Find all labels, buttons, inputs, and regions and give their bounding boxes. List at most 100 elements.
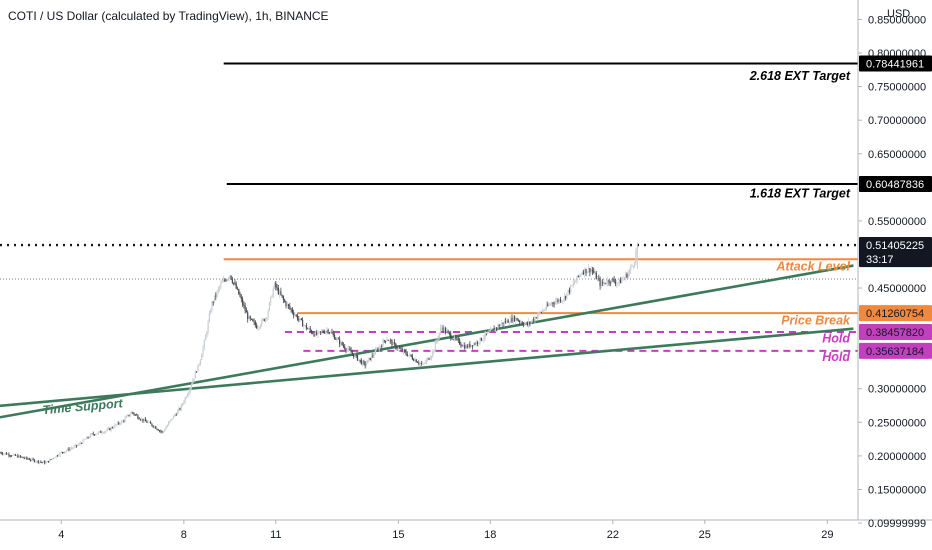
- candle-body: [567, 289, 569, 294]
- candle-body: [585, 268, 587, 274]
- candle-body: [448, 331, 451, 334]
- candle-body: [111, 427, 113, 429]
- price-badge-4[interactable]: [859, 323, 932, 340]
- candle-body: [400, 348, 402, 350]
- candle-body: [158, 430, 161, 432]
- candle-body: [367, 359, 369, 364]
- candle-body: [492, 328, 494, 330]
- candle-body: [249, 316, 251, 319]
- candle-body: [275, 282, 277, 288]
- candle-body: [550, 302, 553, 305]
- annotation-2[interactable]: Attack Level: [775, 260, 850, 274]
- candle-body: [519, 320, 521, 323]
- candle-body: [406, 354, 408, 356]
- candle-body: [507, 320, 509, 323]
- candle-body: [475, 341, 477, 345]
- price-badge-0[interactable]: [859, 55, 932, 72]
- candle-body: [347, 348, 350, 350]
- price-badge-3[interactable]: [859, 305, 932, 322]
- candle-body: [95, 434, 97, 435]
- candle-body: [635, 252, 637, 263]
- candle-body: [175, 414, 177, 416]
- candle-body: [522, 323, 525, 325]
- trendline-1[interactable]: [0, 327, 854, 408]
- candle-body: [618, 279, 620, 283]
- candle-body: [286, 304, 288, 306]
- candle-body: [204, 336, 207, 341]
- annotation-3[interactable]: Price Break: [781, 313, 851, 327]
- candle-body: [374, 349, 376, 355]
- last-price-badge[interactable]: [859, 237, 932, 268]
- candle-body: [561, 300, 563, 302]
- candle-body: [91, 433, 93, 435]
- candle-body: [605, 283, 608, 285]
- candle-body: [359, 359, 361, 361]
- candle-body: [392, 341, 394, 346]
- candle-body: [142, 418, 144, 422]
- candle-body: [227, 278, 230, 279]
- candle-body: [38, 461, 41, 463]
- candle-body: [632, 265, 634, 267]
- candle-body: [70, 448, 73, 449]
- annotation-5[interactable]: Hold: [822, 350, 850, 364]
- annotation-4[interactable]: Hold: [822, 331, 850, 345]
- candle-body: [471, 345, 474, 347]
- candle-body: [508, 322, 511, 324]
- candle-body: [438, 333, 440, 339]
- candle-body: [476, 341, 479, 344]
- candle-body: [444, 328, 447, 333]
- price-axis-ticks[interactable]: 0.850000000.800000000.750000000.70000000…: [858, 14, 926, 530]
- candle-body: [590, 269, 592, 273]
- candle-body: [201, 354, 203, 360]
- candle-body: [600, 282, 602, 287]
- candle-body: [296, 315, 299, 320]
- candle-body: [147, 422, 149, 424]
- candle-body: [22, 456, 24, 458]
- candle-body: [90, 434, 92, 438]
- y-tick-label: 0.20000000: [868, 451, 926, 463]
- candle-body: [497, 325, 499, 329]
- candle-body: [543, 310, 545, 311]
- candle-body: [105, 430, 107, 432]
- candle-body: [370, 355, 373, 361]
- candle-body: [586, 271, 588, 274]
- candle-body: [337, 338, 339, 340]
- candle-body: [79, 443, 82, 444]
- candle-body: [295, 315, 297, 316]
- candle-body: [425, 359, 428, 363]
- candle-body: [119, 423, 121, 425]
- candle-body: [461, 345, 463, 347]
- candle-body: [437, 338, 439, 341]
- candle-body: [626, 273, 628, 278]
- candle-body: [107, 428, 110, 430]
- candle-body: [494, 327, 496, 331]
- price-badge-1[interactable]: [859, 176, 932, 193]
- candle-body: [31, 458, 33, 461]
- candle-body: [474, 343, 476, 345]
- time-axis-ticks[interactable]: 4 8 11 15 18 22 25 29: [58, 520, 833, 541]
- candle-body: [45, 462, 47, 464]
- price-badge-5[interactable]: [859, 342, 932, 359]
- candle-body: [208, 313, 210, 322]
- annotation-1[interactable]: 1.618 EXT Target: [750, 186, 851, 200]
- candle-body: [194, 371, 196, 379]
- price-badge-0-label: 0.78441961: [866, 59, 924, 71]
- candle-body: [512, 316, 514, 322]
- annotation-0[interactable]: 2.618 EXT Target: [749, 69, 851, 83]
- candle-body: [423, 363, 425, 365]
- y-tick-label: 0.70000000: [868, 115, 926, 127]
- candle-body: [595, 272, 597, 280]
- candle-body: [304, 325, 306, 326]
- candle-body: [493, 328, 495, 331]
- candle-body: [451, 338, 453, 340]
- candle-body: [536, 315, 539, 319]
- y-tick-label: 0.75000000: [868, 82, 926, 94]
- candle-body: [487, 332, 489, 334]
- candle-body: [336, 338, 338, 340]
- candle-body: [146, 421, 148, 423]
- candle-body: [466, 345, 468, 348]
- candle-body: [64, 451, 66, 453]
- candle-body: [483, 337, 485, 340]
